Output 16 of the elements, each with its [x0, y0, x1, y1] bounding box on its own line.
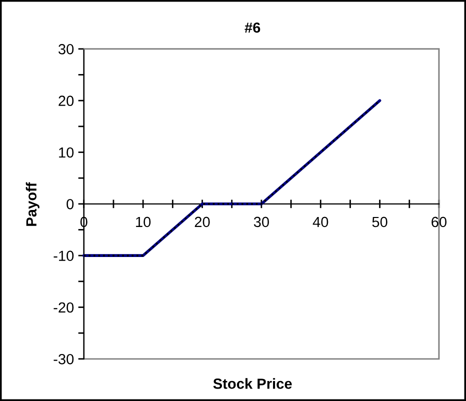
x-tick-label: 30 — [254, 216, 269, 228]
y-axis-title: Payoff — [26, 182, 40, 226]
y-tick-label: -30 — [54, 354, 74, 364]
x-axis-title: Stock Price — [213, 378, 292, 389]
x-tick-label: 50 — [372, 216, 388, 228]
y-tick-label: 30 — [58, 44, 74, 54]
y-tick-label: 10 — [59, 147, 74, 158]
x-tick-label: 60 — [432, 216, 447, 228]
y-tick-label: 0 — [66, 199, 74, 210]
y-tick-label: -20 — [54, 302, 74, 313]
y-tick-label: 20 — [58, 96, 74, 106]
chart-title: #6 — [244, 22, 260, 33]
y-tick-label: -10 — [54, 250, 74, 261]
x-tick-label: 10 — [136, 216, 151, 228]
x-tick-label: 20 — [194, 216, 210, 228]
x-tick-label: 40 — [312, 216, 328, 228]
